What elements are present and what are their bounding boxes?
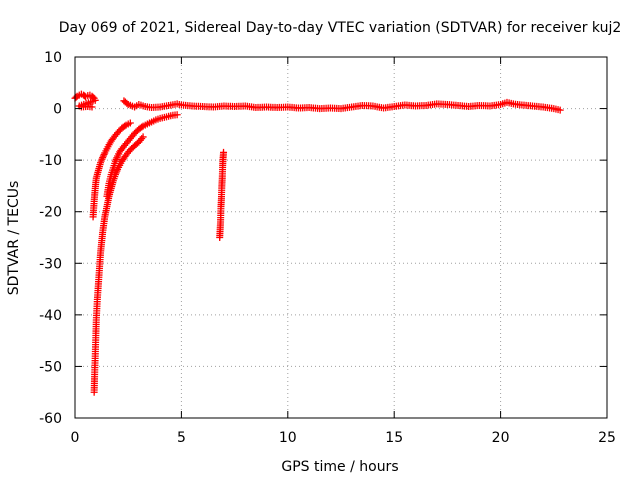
y-axis-label: SDTVAR / TECUs bbox=[6, 181, 22, 296]
x-axis-label: GPS time / hours bbox=[281, 459, 398, 475]
data-point bbox=[88, 103, 96, 111]
y-tick-label: -50 bbox=[39, 359, 62, 375]
y-tick-label: -40 bbox=[39, 308, 62, 324]
data-point bbox=[123, 99, 131, 107]
data-point bbox=[139, 133, 147, 141]
x-tick-label: 5 bbox=[177, 430, 186, 446]
x-tick-label: 15 bbox=[385, 430, 403, 446]
data-points bbox=[71, 90, 564, 396]
y-tick-labels: 10 0 -10 -20 -30 -40 -50 -60 bbox=[39, 50, 62, 427]
x-tick-label: 25 bbox=[598, 430, 616, 446]
data-point bbox=[173, 111, 181, 119]
x-tick-label: 0 bbox=[71, 430, 80, 446]
data-point bbox=[100, 150, 108, 158]
data-point bbox=[556, 106, 564, 114]
y-tick-label: 0 bbox=[53, 102, 62, 118]
data-point bbox=[99, 154, 107, 162]
x-tick-labels: 0 5 10 15 20 25 bbox=[71, 430, 616, 446]
y-tick-label: -20 bbox=[39, 205, 62, 221]
chart-title: Day 069 of 2021, Sidereal Day-to-day VTE… bbox=[59, 20, 622, 36]
x-tick-label: 20 bbox=[492, 430, 510, 446]
plot-frame bbox=[74, 56, 608, 419]
y-tick-label: 10 bbox=[44, 50, 62, 66]
grid-lines bbox=[75, 57, 607, 418]
data-point bbox=[138, 123, 146, 131]
data-point bbox=[126, 119, 134, 127]
x-tick-label: 10 bbox=[279, 430, 297, 446]
y-tick-label: -60 bbox=[39, 411, 62, 427]
y-tick-label: -10 bbox=[39, 153, 62, 169]
axis-ticks bbox=[74, 56, 608, 419]
data-point bbox=[99, 152, 107, 160]
y-tick-label: -30 bbox=[39, 256, 62, 272]
data-point bbox=[121, 122, 129, 130]
data-point bbox=[220, 148, 228, 156]
